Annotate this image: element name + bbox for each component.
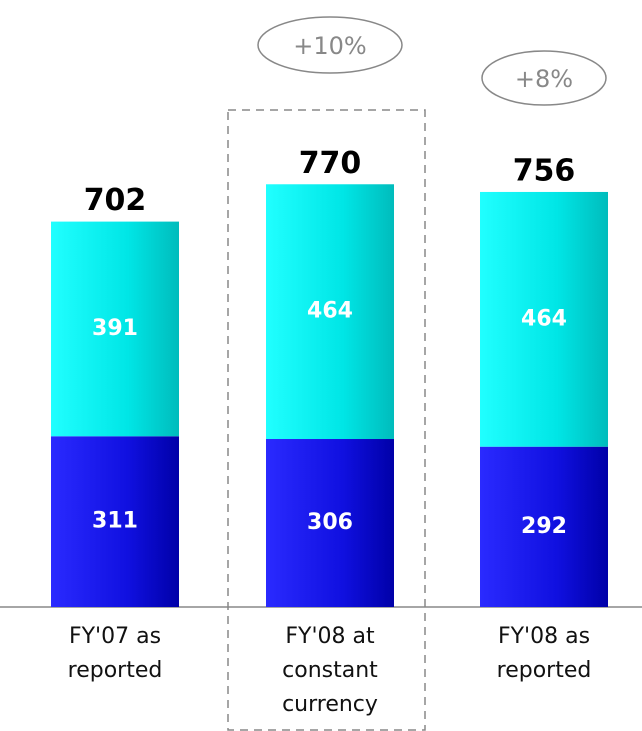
segment-label: 464 (521, 306, 567, 331)
bar-segment (480, 191, 608, 447)
annotation: +8% (515, 65, 573, 93)
segment-label: 391 (92, 316, 138, 341)
x-tick-label: FY'08 at constant currency (282, 624, 378, 717)
annotation-bubble (481, 50, 607, 106)
segment-label: 292 (521, 514, 567, 539)
bar-segment (51, 436, 179, 607)
x-tick-label: FY'07 as reported (67, 624, 163, 683)
x-tick-label: FY'08 as reported (496, 624, 592, 683)
total-label: 756 (513, 153, 576, 188)
total-label: 702 (84, 183, 147, 218)
segment-label: 311 (92, 509, 138, 534)
annotation-bubble (257, 16, 403, 74)
highlight-box (227, 109, 426, 731)
annotation: +10% (293, 32, 366, 60)
total-label: 770 (299, 146, 362, 181)
bar-segment (480, 446, 608, 607)
bar-segment (266, 439, 394, 607)
bar-segment (266, 184, 394, 440)
segment-label: 464 (307, 299, 353, 324)
segment-label: 306 (307, 510, 353, 535)
bar-segment (51, 221, 179, 437)
